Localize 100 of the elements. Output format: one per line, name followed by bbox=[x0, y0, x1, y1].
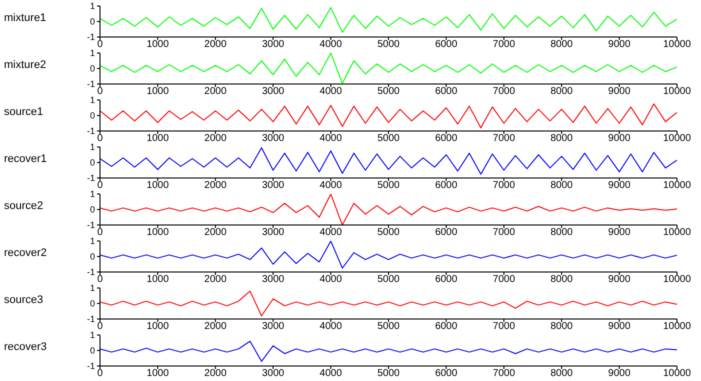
y-axis-title: recover2 bbox=[4, 247, 47, 259]
y-tick-label: 1 bbox=[90, 330, 95, 340]
x-tick-label: 0 bbox=[97, 227, 104, 238]
x-tick-label: 10000 bbox=[663, 368, 692, 380]
x-tick-label: 3000 bbox=[262, 180, 285, 192]
x-tick-label: 8000 bbox=[550, 180, 574, 192]
x-tick-label: 1000 bbox=[146, 321, 170, 332]
y-tick-label: 1 bbox=[90, 189, 95, 200]
x-tick-label: 0 bbox=[97, 274, 104, 286]
x-tick-label: 6000 bbox=[435, 227, 458, 238]
y-tick-label: -1 bbox=[86, 32, 95, 42]
x-tick-label: 10000 bbox=[663, 39, 692, 50]
x-tick-label: 5000 bbox=[377, 227, 400, 238]
x-tick-label: 6000 bbox=[435, 86, 458, 98]
x-tick-label: 7000 bbox=[492, 274, 516, 286]
y-tick-label: 0 bbox=[90, 252, 95, 262]
x-tick-label: 8000 bbox=[550, 321, 574, 332]
y-tick-label: 1 bbox=[90, 283, 95, 294]
y-tick-label: 0 bbox=[90, 298, 95, 309]
line-series bbox=[100, 340, 677, 362]
y-tick-label: -1 bbox=[86, 126, 95, 136]
x-tick-label: 5000 bbox=[377, 368, 400, 380]
x-tick-label: 0 bbox=[97, 321, 104, 332]
x-tick-label: 6000 bbox=[435, 180, 458, 192]
x-tick-label: 5000 bbox=[377, 86, 400, 98]
x-tick-label: 2000 bbox=[204, 227, 227, 238]
x-tick-label: 8000 bbox=[550, 368, 574, 380]
x-tick-label: 9000 bbox=[608, 321, 631, 332]
line-series bbox=[100, 53, 677, 84]
x-tick-label: 1000 bbox=[146, 368, 170, 380]
x-tick-label: 0 bbox=[97, 368, 104, 380]
x-tick-label: 1000 bbox=[146, 180, 170, 192]
x-tick-label: 6000 bbox=[435, 39, 458, 50]
x-tick-label: 9000 bbox=[608, 274, 631, 286]
x-tick-label: 0 bbox=[97, 86, 104, 98]
x-tick-label: 2000 bbox=[204, 321, 227, 332]
x-tick-label: 8000 bbox=[550, 227, 574, 238]
y-axis-title: mixture2 bbox=[4, 59, 46, 71]
y-axis-title: source1 bbox=[4, 106, 44, 118]
x-tick-label: 3000 bbox=[262, 227, 285, 238]
y-tick-label: 1 bbox=[90, 236, 95, 246]
y-tick-label: 0 bbox=[90, 346, 95, 356]
x-tick-label: 3000 bbox=[262, 321, 285, 332]
y-tick-label: -1 bbox=[86, 79, 95, 90]
line-series bbox=[100, 241, 677, 269]
x-tick-label: 9000 bbox=[608, 227, 631, 238]
y-tick-label: 0 bbox=[90, 16, 95, 27]
y-axis-title: recover1 bbox=[4, 153, 47, 165]
x-tick-label: 9000 bbox=[608, 133, 631, 144]
x-tick-label: 9000 bbox=[608, 180, 631, 192]
x-tick-label: 3000 bbox=[262, 86, 285, 98]
x-tick-label: 5000 bbox=[377, 180, 400, 192]
x-tick-label: 4000 bbox=[320, 368, 342, 380]
x-tick-label: 10000 bbox=[663, 274, 692, 286]
x-tick-label: 6000 bbox=[435, 274, 458, 286]
x-tick-label: 7000 bbox=[492, 368, 516, 380]
x-tick-label: 6000 bbox=[435, 133, 458, 144]
x-tick-label: 6000 bbox=[435, 368, 458, 380]
x-tick-label: 4000 bbox=[320, 227, 342, 238]
x-tick-label: 5000 bbox=[377, 133, 400, 144]
x-tick-label: 7000 bbox=[492, 227, 516, 238]
y-tick-label: -1 bbox=[86, 220, 95, 230]
y-tick-label: 0 bbox=[90, 64, 95, 74]
y-tick-label: 1 bbox=[90, 1, 95, 12]
y-tick-label: 1 bbox=[90, 95, 95, 106]
x-tick-label: 2000 bbox=[204, 39, 227, 50]
y-axis-title: source2 bbox=[4, 200, 44, 212]
y-axis-title: source3 bbox=[4, 294, 44, 306]
y-tick-label: 1 bbox=[90, 48, 95, 58]
x-tick-label: 2000 bbox=[204, 86, 227, 98]
y-axis-title: recover3 bbox=[4, 341, 47, 353]
x-tick-label: 3000 bbox=[262, 133, 285, 144]
x-tick-label: 8000 bbox=[550, 86, 574, 98]
x-tick-label: 3000 bbox=[262, 274, 285, 286]
x-tick-label: 9000 bbox=[608, 86, 631, 98]
x-tick-label: 4000 bbox=[320, 86, 342, 98]
x-tick-label: 8000 bbox=[550, 39, 574, 50]
x-tick-label: 1000 bbox=[146, 86, 170, 98]
x-tick-label: 5000 bbox=[377, 321, 400, 332]
line-series bbox=[100, 290, 677, 316]
x-tick-label: 3000 bbox=[262, 39, 285, 50]
x-tick-label: 4000 bbox=[320, 133, 342, 144]
y-tick-label: -1 bbox=[86, 361, 95, 372]
x-tick-label: 10000 bbox=[663, 227, 692, 238]
x-tick-label: 3000 bbox=[262, 368, 285, 380]
y-tick-label: 0 bbox=[90, 204, 95, 215]
x-tick-label: 1000 bbox=[146, 39, 170, 50]
x-tick-label: 0 bbox=[97, 39, 104, 50]
x-tick-label: 10000 bbox=[663, 180, 692, 192]
x-tick-label: 7000 bbox=[492, 180, 516, 192]
x-tick-label: 4000 bbox=[320, 180, 342, 192]
x-tick-label: 8000 bbox=[550, 133, 574, 144]
x-tick-label: 7000 bbox=[492, 86, 516, 98]
x-tick-label: 5000 bbox=[377, 274, 400, 286]
x-tick-label: 9000 bbox=[608, 368, 631, 380]
x-tick-label: 6000 bbox=[435, 321, 458, 332]
x-tick-label: 4000 bbox=[320, 321, 342, 332]
x-tick-label: 7000 bbox=[492, 133, 516, 144]
x-tick-label: 2000 bbox=[204, 180, 227, 192]
y-axis-title: mixture1 bbox=[4, 12, 46, 24]
